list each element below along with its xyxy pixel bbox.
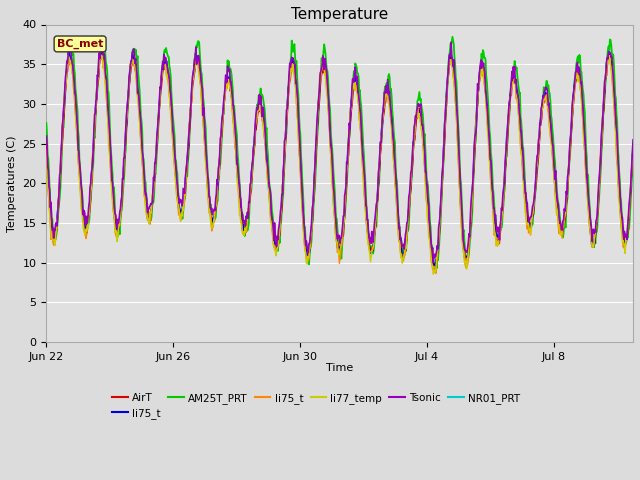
li75_t [380,104,388,109]
AM25T_PRT [433,265,440,271]
li77_temp [629,144,637,150]
Tsonic [97,50,104,56]
li75_t [345,145,353,151]
Line: li75_t: li75_t [46,52,633,266]
li75_t [98,49,106,55]
Legend: AirT, li75_t, AM25T_PRT, li75_t, li77_temp, Tsonic, NR01_PRT: AirT, li75_t, AM25T_PRT, li75_t, li77_te… [108,389,524,423]
li75_t [629,144,637,149]
AM25T_PRT [440,164,447,169]
AM25T_PRT [42,120,50,126]
li77_temp [380,105,388,111]
AM25T_PRT [345,142,353,147]
Tsonic [429,259,437,264]
li75_t [431,264,438,269]
Line: NR01_PRT: NR01_PRT [46,48,633,272]
li75_t [305,253,313,259]
li75_t [305,257,313,263]
Tsonic [440,156,447,161]
Tsonic [380,101,388,107]
li75_t [380,103,388,108]
NR01_PRT [305,255,312,261]
li75_t [42,147,50,153]
AirT [430,264,438,270]
AirT [344,152,352,158]
NR01_PRT [97,57,104,62]
Line: li77_temp: li77_temp [46,55,633,274]
AirT [305,253,312,259]
li77_temp [336,247,344,253]
li75_t [336,255,344,261]
li75_t [629,144,637,149]
Line: Tsonic: Tsonic [46,42,633,262]
NR01_PRT [344,144,352,150]
Tsonic [98,39,106,45]
NR01_PRT [629,142,637,147]
AM25T_PRT [98,33,106,39]
Tsonic [629,137,637,143]
AM25T_PRT [629,150,637,156]
li75_t [432,270,440,276]
AirT [97,55,104,60]
li75_t [97,57,105,62]
li75_t [440,161,447,167]
NR01_PRT [605,46,613,51]
AM25T_PRT [336,256,344,262]
li77_temp [97,55,104,60]
AirT [379,116,387,122]
X-axis label: Time: Time [326,363,353,373]
li77_temp [429,271,437,277]
Tsonic [42,133,50,139]
Line: AirT: AirT [46,55,633,267]
AirT [629,150,637,156]
NR01_PRT [42,141,50,146]
NR01_PRT [335,248,343,254]
Tsonic [345,138,353,144]
AirT [335,250,343,255]
Text: BC_met: BC_met [57,39,103,49]
li75_t [65,52,72,58]
li77_temp [305,254,313,260]
NR01_PRT [379,114,387,120]
Tsonic [336,240,344,246]
AirT [438,175,446,181]
NR01_PRT [438,172,446,178]
AM25T_PRT [380,104,388,110]
Line: AM25T_PRT: AM25T_PRT [46,36,633,268]
AM25T_PRT [305,262,313,267]
Tsonic [305,241,313,247]
AirT [42,135,50,141]
li75_t [97,51,104,57]
li75_t [336,244,344,250]
li75_t [42,147,50,153]
li77_temp [98,52,106,58]
li77_temp [345,132,353,137]
li77_temp [42,154,50,160]
Y-axis label: Temperatures (C): Temperatures (C) [7,135,17,231]
AirT [606,52,614,58]
AM25T_PRT [97,45,104,50]
li75_t [440,154,447,160]
Line: li75_t: li75_t [46,55,633,273]
li75_t [345,135,353,141]
li77_temp [440,156,447,161]
Title: Temperature: Temperature [291,7,388,22]
NR01_PRT [431,269,438,275]
